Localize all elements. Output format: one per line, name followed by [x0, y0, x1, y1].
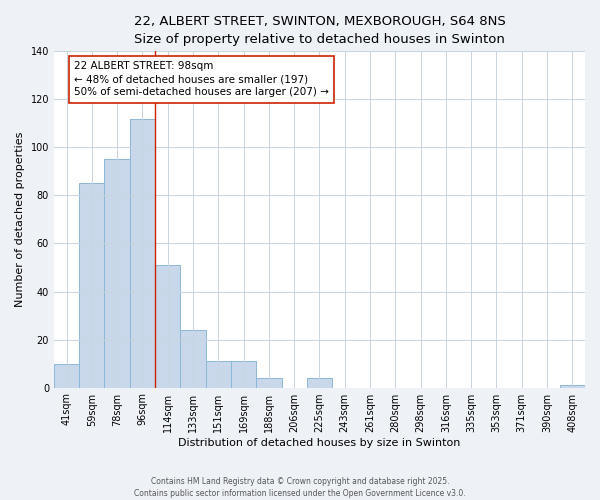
Text: 22 ALBERT STREET: 98sqm
← 48% of detached houses are smaller (197)
50% of semi-d: 22 ALBERT STREET: 98sqm ← 48% of detache… [74, 61, 329, 98]
Bar [155, 265, 181, 388]
Bar [231, 361, 256, 388]
Bar [104, 160, 130, 388]
Bar [79, 184, 104, 388]
Y-axis label: Number of detached properties: Number of detached properties [15, 132, 25, 307]
Bar [560, 385, 585, 388]
X-axis label: Distribution of detached houses by size in Swinton: Distribution of detached houses by size … [178, 438, 461, 448]
Bar [54, 364, 79, 388]
Bar [307, 378, 332, 388]
Bar [206, 361, 231, 388]
Bar [130, 118, 155, 388]
Bar [256, 378, 281, 388]
Text: Contains HM Land Registry data © Crown copyright and database right 2025.
Contai: Contains HM Land Registry data © Crown c… [134, 476, 466, 498]
Bar [181, 330, 206, 388]
Title: 22, ALBERT STREET, SWINTON, MEXBOROUGH, S64 8NS
Size of property relative to det: 22, ALBERT STREET, SWINTON, MEXBOROUGH, … [134, 15, 505, 46]
